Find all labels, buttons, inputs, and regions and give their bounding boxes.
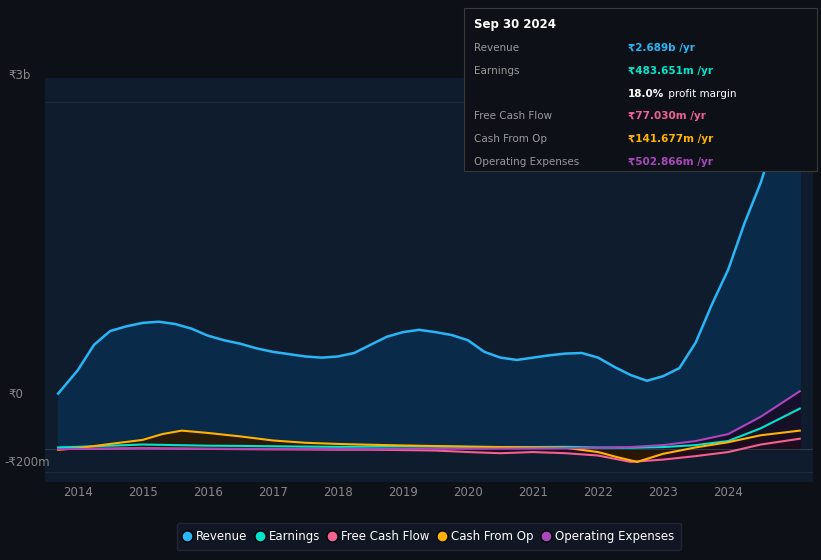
- Text: ₹3b: ₹3b: [8, 69, 30, 82]
- Text: ₹77.030m /yr: ₹77.030m /yr: [628, 111, 706, 122]
- Legend: Revenue, Earnings, Free Cash Flow, Cash From Op, Operating Expenses: Revenue, Earnings, Free Cash Flow, Cash …: [177, 523, 681, 550]
- Text: Earnings: Earnings: [474, 66, 519, 76]
- Text: ₹141.677m /yr: ₹141.677m /yr: [628, 134, 713, 144]
- Text: ₹2.689b /yr: ₹2.689b /yr: [628, 43, 695, 53]
- Text: Sep 30 2024: Sep 30 2024: [474, 18, 556, 31]
- Text: Operating Expenses: Operating Expenses: [474, 157, 579, 167]
- Text: -₹200m: -₹200m: [4, 455, 50, 469]
- Text: profit margin: profit margin: [665, 88, 736, 99]
- Text: 18.0%: 18.0%: [628, 88, 664, 99]
- Text: Free Cash Flow: Free Cash Flow: [474, 111, 552, 122]
- Text: Cash From Op: Cash From Op: [474, 134, 547, 144]
- Text: ₹0: ₹0: [8, 388, 23, 402]
- Text: ₹483.651m /yr: ₹483.651m /yr: [628, 66, 713, 76]
- Text: ₹502.866m /yr: ₹502.866m /yr: [628, 157, 713, 167]
- Text: Revenue: Revenue: [474, 43, 519, 53]
